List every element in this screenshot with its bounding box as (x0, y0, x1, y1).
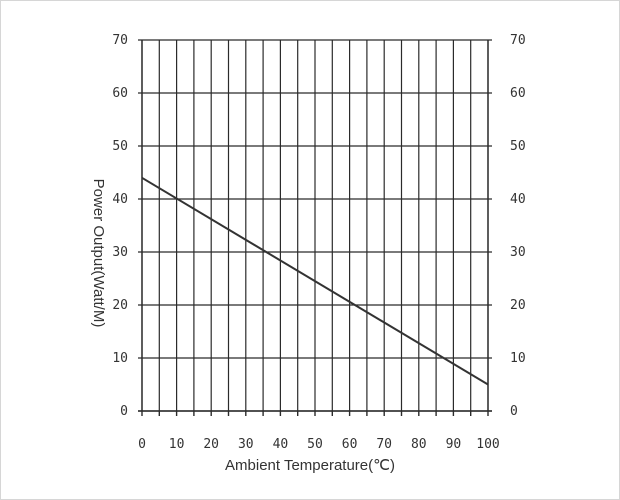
y-tick-labels-left: 0 10 20 30 40 50 60 70 (112, 33, 128, 419)
x-tick-label: 50 (307, 437, 323, 452)
y-tick-labels-right: 0 10 20 30 40 50 60 70 (510, 33, 526, 419)
y-axis-title: Power Output(Watt/M) (90, 179, 107, 328)
y-tick-label-right: 10 (510, 351, 526, 366)
y-tick-label-right: 0 (510, 404, 518, 419)
x-tick-label: 20 (203, 437, 219, 452)
x-tick-label: 0 (138, 437, 146, 452)
y-tick-label-left: 60 (112, 86, 128, 101)
y-tick-label-right: 20 (510, 298, 526, 313)
x-tick-label: 40 (273, 437, 289, 452)
y-tick-label-right: 70 (510, 33, 526, 48)
y-tick-label-left: 70 (112, 33, 128, 48)
y-tick-label-right: 60 (510, 86, 526, 101)
x-tick-label: 100 (476, 437, 499, 452)
y-tick-label-left: 10 (112, 351, 128, 366)
x-tick-label: 10 (169, 437, 185, 452)
y-tick-label-left: 40 (112, 192, 128, 207)
x-tick-labels: 0 10 20 30 40 50 60 70 80 90 100 (138, 437, 500, 452)
x-tick-label: 60 (342, 437, 358, 452)
power-output-line (141, 176, 489, 386)
y-tick-label-left: 0 (120, 404, 128, 419)
x-tick-label: 90 (446, 437, 462, 452)
x-tick-label: 80 (411, 437, 427, 452)
y-tick-label-left: 30 (112, 245, 128, 260)
y-tick-label-right: 40 (510, 192, 526, 207)
x-axis-title: Ambient Temperature(℃) (225, 457, 395, 474)
series (141, 176, 489, 386)
y-tick-label-right: 30 (510, 245, 526, 260)
axes (138, 40, 492, 416)
x-tick-label: 70 (376, 437, 392, 452)
y-tick-label-right: 50 (510, 139, 526, 154)
y-tick-label-left: 50 (112, 139, 128, 154)
x-tick-label: 30 (238, 437, 254, 452)
y-tick-label-left: 20 (112, 298, 128, 313)
